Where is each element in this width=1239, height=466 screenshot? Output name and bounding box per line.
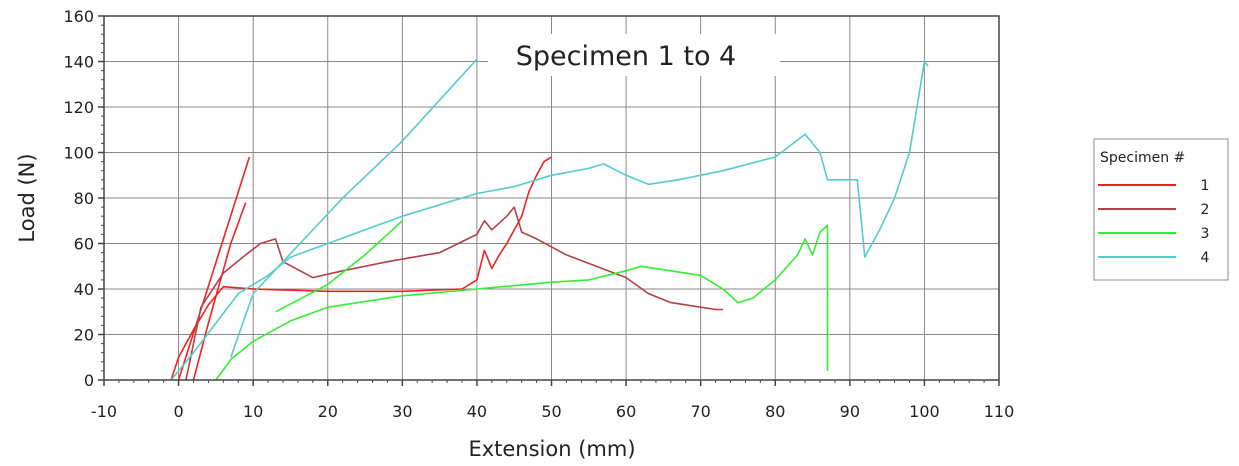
x-tick-label: -10 [91,402,117,421]
series-1-line [170,156,552,381]
x-axis-title: Extension (mm) [468,437,635,461]
legend: Specimen # 1 2 3 4 [1093,138,1229,281]
y-tick-label: 160 [63,7,94,26]
series-3-line [215,224,829,381]
series-4-line [230,58,478,358]
y-axis-title: Load (N) [15,153,39,242]
x-tick-label: 20 [318,402,338,421]
y-tick-label: 100 [63,144,94,163]
x-tick-label: 0 [173,402,183,421]
x-tick-label: 40 [467,402,487,421]
x-tick-label: 110 [984,402,1015,421]
x-tick-label: 10 [243,402,263,421]
x-tick-label: 80 [765,402,785,421]
legend-label-1: 1 [1201,178,1210,194]
x-tick-label: 70 [690,402,710,421]
y-tick-labels: 0 20 40 60 80 100 120 140 160 [63,7,94,390]
y-tick-label: 0 [84,371,94,390]
x-tick-label: 50 [541,402,561,421]
series-2-line [185,206,723,381]
series-1-line [177,156,251,381]
y-tick-label: 120 [63,98,94,117]
legend-label-3: 3 [1201,226,1210,242]
y-tick-label: 140 [63,53,94,72]
x-tick-label: 100 [909,402,940,421]
legend-label-2: 2 [1201,202,1210,218]
y-tick-label: 80 [74,189,94,208]
x-tick-label: 90 [840,402,860,421]
y-tick-label: 40 [74,280,94,299]
y-tick-label: 20 [74,326,94,345]
y-tick-label: 60 [74,235,94,254]
x-tick-labels: -10 0 10 20 30 40 50 60 70 80 90 100 110 [91,402,1014,421]
plot-frame [103,15,1000,381]
legend-label-4: 4 [1201,250,1210,266]
x-tick-label: 60 [616,402,636,421]
legend-items: 1 2 3 4 [1098,178,1210,266]
series-lines [170,58,929,381]
title-background [488,34,780,76]
x-tick-label: 30 [392,402,412,421]
legend-title: Specimen # [1100,150,1185,166]
series-1-line [192,202,247,381]
series-4-line [170,60,929,381]
series-3-line [275,220,403,313]
chart-title: Specimen 1 to 4 [516,41,736,72]
minor-ticks [98,15,1000,386]
